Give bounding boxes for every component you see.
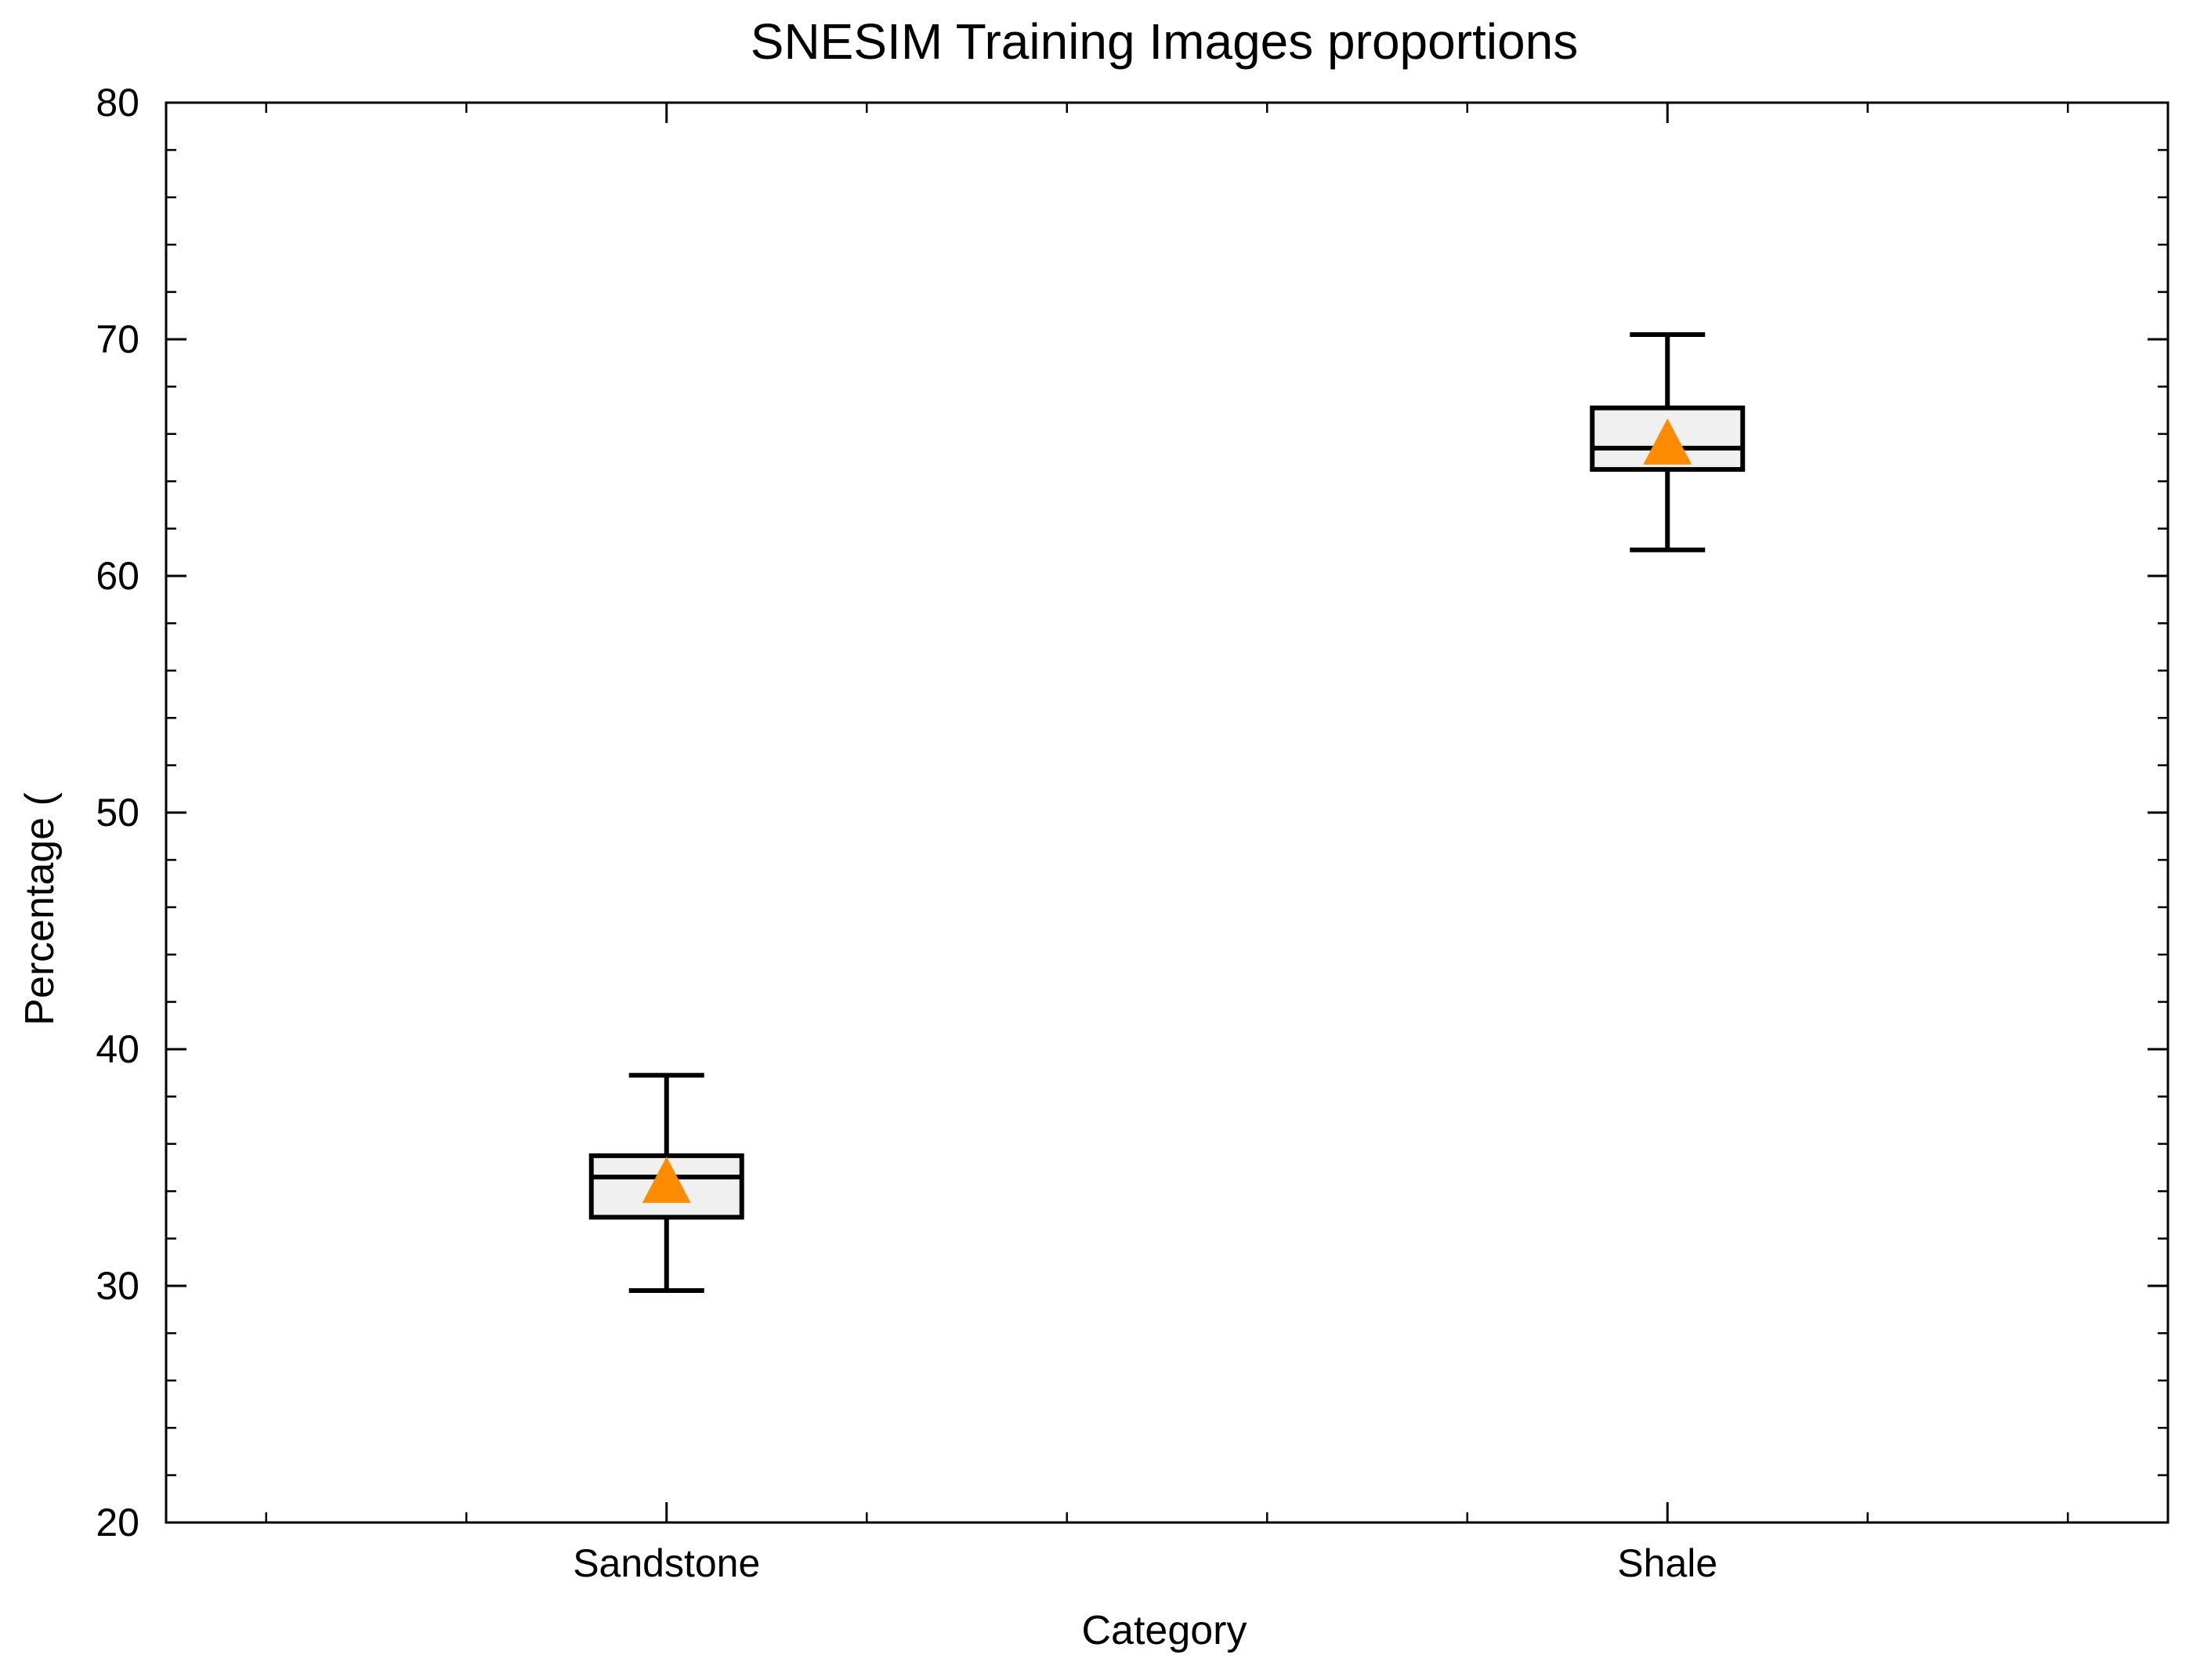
y-tick-label: 80 <box>96 81 139 125</box>
y-tick-label: 60 <box>96 554 139 598</box>
x-axis-label: Category <box>1082 1608 1247 1653</box>
x-tick-label: Sandstone <box>573 1541 760 1585</box>
chart-title: SNESIM Training Images proportions <box>751 13 1578 70</box>
axis-ticks: 20 30 40 50 60 70 80 Sandstone Shale <box>96 81 2168 1585</box>
y-tick-label: 20 <box>96 1501 139 1544</box>
plot-frame <box>165 101 2169 1524</box>
mean-marker <box>642 1157 691 1204</box>
y-tick-label: 40 <box>96 1027 139 1071</box>
y-tick-label: 30 <box>96 1264 139 1308</box>
mean-marker <box>1643 418 1692 465</box>
y-tick-label: 70 <box>96 317 139 361</box>
plot-area <box>165 101 2169 1524</box>
x-tick-label: Shale <box>1617 1541 1717 1585</box>
y-tick-label: 50 <box>96 791 139 835</box>
y-axis-label: Percentage ( <box>17 791 63 1025</box>
